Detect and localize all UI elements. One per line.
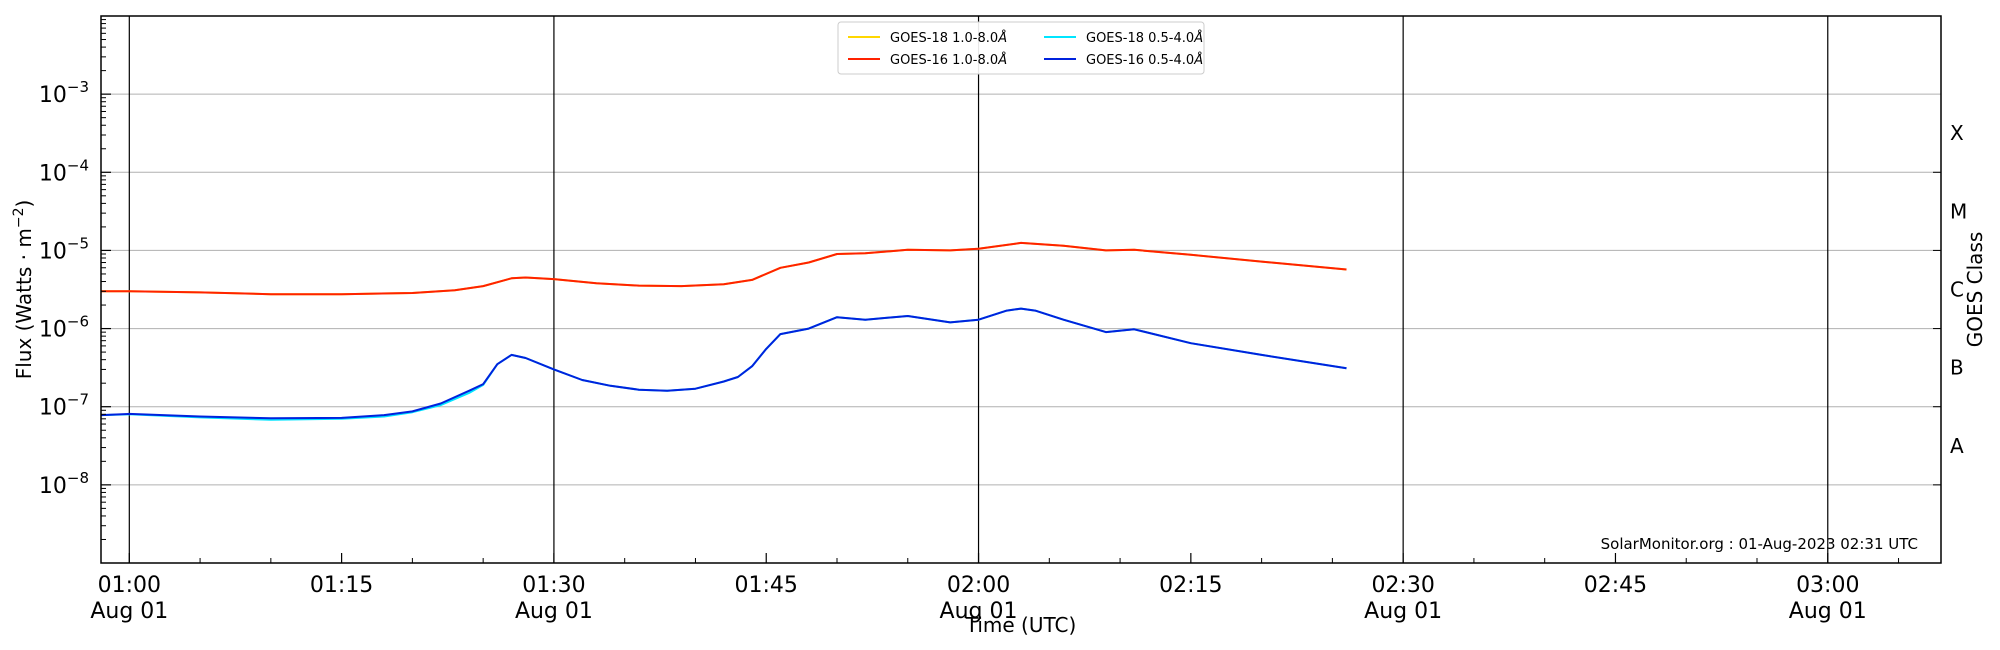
legend-entry: GOES-18 1.0-8.0Å: [848, 30, 1007, 46]
goes-class-label: B: [1950, 356, 1964, 380]
y-tick-exponent: −7: [67, 391, 89, 409]
legend-entry: GOES-16 1.0-8.0Å: [848, 52, 1007, 68]
y-axis-label-close: ): [12, 200, 36, 208]
goes-class-label: C: [1950, 278, 1964, 302]
legend-label-unit: Å: [997, 52, 1007, 68]
x-tick-date: Aug 01: [1789, 599, 1867, 624]
y-tick-base: 10: [39, 318, 67, 343]
series-line-goes-16-0-5-4-0: [100, 307, 1347, 420]
y-tick-label: 10−3: [39, 78, 89, 108]
x-tick-date: Aug 01: [940, 599, 1018, 624]
legend-label-unit: Å: [997, 30, 1007, 46]
goes-class-axis-label: GOES Class: [1963, 232, 1987, 348]
x-tick-date: Aug 01: [515, 599, 593, 624]
legend-entry: GOES-18 0.5-4.0Å: [1044, 30, 1203, 46]
x-tick-label: 02:00: [947, 573, 1010, 598]
y-tick-label: 10−4: [39, 156, 89, 186]
y-tick-exponent: −8: [67, 469, 89, 487]
x-tick-label: 01:15: [310, 573, 373, 598]
x-tick-label: 01:30: [522, 573, 585, 598]
y-axis-label-main: Flux (Watts · m: [12, 228, 36, 379]
x-axis-label: Time (UTC): [965, 613, 1077, 637]
goes-class-label: A: [1950, 434, 1964, 458]
y-tick-exponent: −3: [67, 78, 89, 96]
y-tick-label: 10−6: [39, 313, 89, 343]
x-tick-label: 02:30: [1371, 573, 1434, 598]
x-tick-label: 02:15: [1159, 573, 1222, 598]
x-tick-label: 01:45: [735, 573, 798, 598]
series-line-goes-18-0-5-4-0: [100, 307, 1347, 421]
y-tick-base: 10: [39, 239, 67, 264]
y-tick-label: 10−8: [39, 469, 89, 499]
legend-entry: GOES-16 0.5-4.0Å: [1044, 52, 1203, 68]
x-tick-date: Aug 01: [90, 599, 168, 624]
series-line-goes-16-1-0-8-0: [101, 241, 1347, 296]
y-tick-base: 10: [39, 396, 67, 421]
x-tick-date: Aug 01: [1364, 599, 1442, 624]
legend-label-text: GOES-18 1.0-8.0: [890, 31, 998, 46]
legend-label-unit: Å: [1193, 52, 1203, 68]
y-tick-label: 10−7: [39, 391, 89, 421]
y-tick-exponent: −6: [67, 313, 89, 331]
y-tick-label: 10−5: [39, 234, 89, 264]
x-tick-label: 02:45: [1584, 573, 1647, 598]
legend-box: [837, 21, 1205, 75]
y-tick-base: 10: [39, 161, 67, 186]
y-tick-base: 10: [39, 83, 67, 108]
plot-area: [100, 15, 1942, 564]
y-tick-base: 10: [39, 474, 67, 499]
legend-label-text: GOES-16 0.5-4.0: [1086, 53, 1194, 68]
x-tick-label: 01:00: [98, 573, 161, 598]
y-axis-label: Flux (Watts · m−2): [11, 200, 36, 380]
y-axis-label-exponent: −2: [11, 208, 27, 229]
legend-label: GOES-16 1.0-8.0Å: [890, 52, 1007, 68]
legend-label-unit: Å: [1193, 30, 1203, 46]
goes-class-label: X: [1950, 121, 1964, 145]
legend-label: GOES-18 0.5-4.0Å: [1086, 30, 1203, 46]
legend-label-text: GOES-16 1.0-8.0: [890, 53, 998, 68]
x-tick-label: 03:00: [1796, 573, 1859, 598]
legend-label: GOES-16 0.5-4.0Å: [1086, 52, 1203, 68]
legend-label-text: GOES-18 0.5-4.0: [1086, 31, 1194, 46]
goes-class-label: M: [1950, 199, 1967, 223]
y-tick-exponent: −5: [67, 234, 89, 252]
y-tick-exponent: −4: [67, 156, 89, 174]
legend-label: GOES-18 1.0-8.0Å: [890, 30, 1007, 46]
credit-text: SolarMonitor.org : 01-Aug-2023 02:31 UTC: [1601, 535, 1918, 553]
